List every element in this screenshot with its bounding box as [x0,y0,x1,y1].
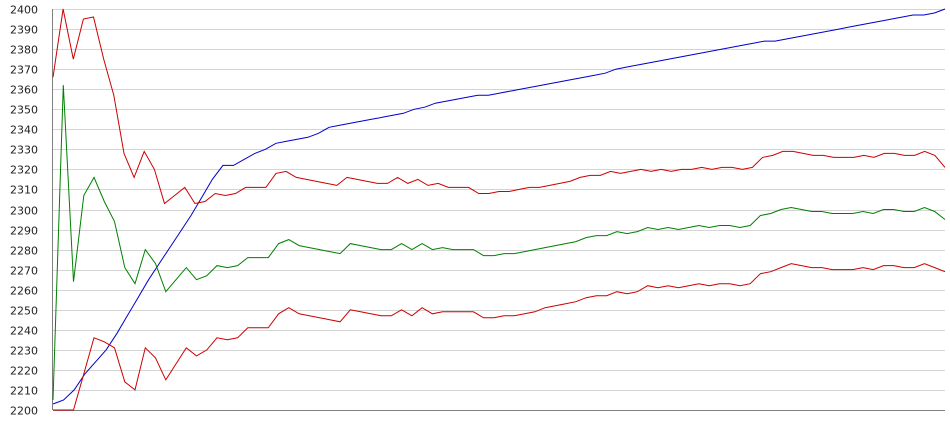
y-tick-label: 2240 [10,325,38,338]
y-tick-label: 2320 [10,164,38,177]
grid [53,9,945,411]
y-tick-label: 2290 [10,225,38,238]
y-tick-label: 2370 [10,64,38,77]
y-tick-label: 2300 [10,205,38,218]
y-tick-label: 2400 [10,4,38,17]
series-line-1 [52,8,946,405]
y-tick-label: 2260 [10,285,38,298]
y-tick-label: 2230 [10,345,38,358]
y-tick-label: 2340 [10,124,38,137]
y-tick-label: 2310 [10,184,38,197]
series-line-3 [52,85,946,401]
y-axis-tick-labels: 2200 2210 2220 2230 2240 2250 2260 2270 2280 2290… [10,4,38,418]
y-tick-label: 2220 [10,365,38,378]
y-tick-label: 2270 [10,265,38,278]
y-tick-label: 2350 [10,104,38,117]
series-line-2 [52,8,946,205]
y-tick-label: 2380 [10,44,38,57]
y-tick-label: 2200 [10,405,38,418]
series-lines [52,8,946,411]
y-tick-label: 2360 [10,84,38,97]
y-tick-label: 2250 [10,305,38,318]
y-tick-label: 2390 [10,24,38,37]
y-tick-label: 2280 [10,245,38,258]
series-line-4 [53,263,946,411]
y-tick-label: 2330 [10,144,38,157]
y-tick-label: 2210 [10,385,38,398]
